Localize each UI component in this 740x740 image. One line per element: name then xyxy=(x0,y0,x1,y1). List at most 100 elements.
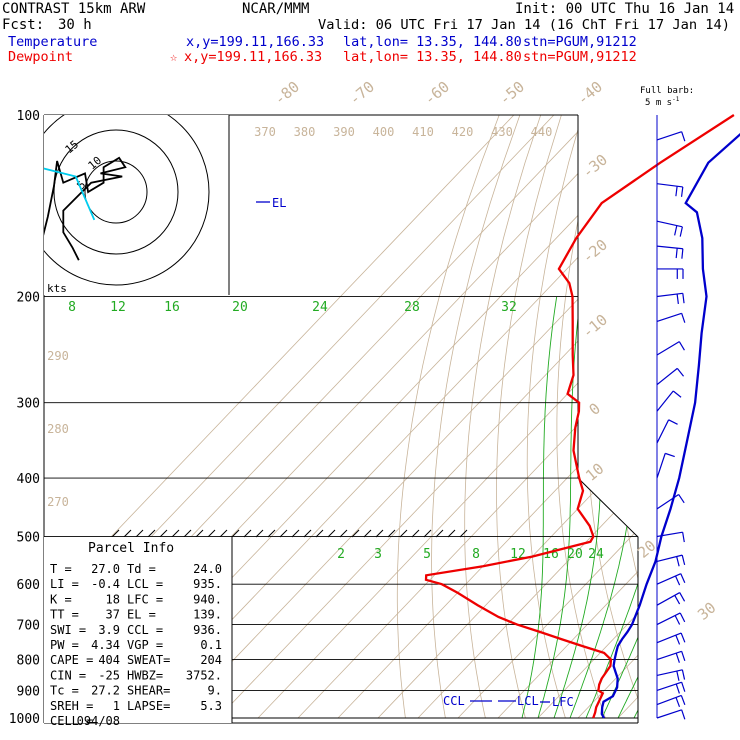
wind-barb-flag xyxy=(675,683,680,694)
pressure-tick-label: 1000 xyxy=(9,712,40,727)
wind-barb-flag xyxy=(680,186,684,197)
wind-barb-shaft xyxy=(656,554,683,563)
parcel-value: 0.1 xyxy=(200,638,222,652)
wind-barb xyxy=(656,573,686,586)
wind-barb xyxy=(656,493,685,510)
hatch-mark xyxy=(267,529,276,538)
wind-barb xyxy=(656,650,686,663)
parcel-label: PW = xyxy=(50,638,79,652)
barb-legend-exponent: -1 xyxy=(672,96,680,103)
parcel-label: EL = xyxy=(127,608,156,622)
wind-barb xyxy=(656,612,686,626)
wind-barb xyxy=(656,694,686,708)
isotherm-line xyxy=(257,115,638,719)
pressure-tick-label: 200 xyxy=(17,291,40,306)
forecast-label: Fcst: xyxy=(2,17,45,33)
isotherm-label: -10 xyxy=(579,311,611,342)
parcel-value: 27.0 xyxy=(91,562,120,576)
wind-barb xyxy=(656,669,686,681)
wind-barb-shaft xyxy=(656,312,682,323)
isotherm-line xyxy=(658,115,740,718)
wind-barb xyxy=(656,312,686,323)
dewpoint-marker-icon: ☆ xyxy=(170,50,178,64)
isotherm-line xyxy=(177,115,638,719)
theta-label: 410 xyxy=(412,125,434,139)
hatch-mark xyxy=(183,529,192,538)
wind-barb xyxy=(656,367,685,386)
wind-barb-flag xyxy=(675,248,678,259)
model-title: CONTRAST 15km ARW xyxy=(2,1,146,17)
parcel-value: 936. xyxy=(193,623,222,637)
moist-adiabat-line xyxy=(633,296,638,719)
wind-barb-flag xyxy=(675,652,680,663)
hodograph-trace-upper xyxy=(44,156,127,261)
wind-barb xyxy=(656,592,686,606)
hatch-mark xyxy=(255,529,264,538)
isotherm-line xyxy=(217,115,638,719)
isotherm-label: 30 xyxy=(694,598,719,623)
lfc-marker-label: LFC xyxy=(552,695,574,709)
parcel-value: 9. xyxy=(208,684,222,698)
wind-barbs xyxy=(656,115,686,720)
dry-adiabat-line xyxy=(464,115,542,719)
parcel-label: TT = xyxy=(50,608,79,622)
parcel-value: 4.34 xyxy=(91,638,120,652)
pressure-tick-label: 700 xyxy=(17,619,40,634)
hatch-mark xyxy=(171,529,180,538)
dry-adiabat-line xyxy=(667,115,740,718)
wind-barb xyxy=(656,531,685,543)
hatch-mark xyxy=(147,529,156,538)
isotherm-label: -20 xyxy=(579,236,611,267)
wind-barb-flag xyxy=(676,556,680,567)
parcel-label: LI = xyxy=(50,577,79,591)
isotherm-label: -40 xyxy=(574,78,606,109)
forecast-hour: 30 h xyxy=(58,17,92,33)
pressure-tick-label: 800 xyxy=(17,654,40,669)
parcel-value: 1 xyxy=(113,699,120,713)
moist-adiabat-line xyxy=(650,297,740,719)
parcel-value: 24.0 xyxy=(193,562,222,576)
dewpoint-legend: Dewpoint xyxy=(8,49,74,65)
isotherm-label: 10 xyxy=(582,459,607,484)
moist-adiabat-lines xyxy=(521,296,740,719)
wind-barb xyxy=(656,131,686,142)
parcel-label: T = xyxy=(50,562,72,576)
wind-barb-flag xyxy=(675,186,678,197)
valid-time: Valid: 06 UTC Fri 17 Jan 14 (16 ChT Fri … xyxy=(318,17,731,33)
isotherm-line xyxy=(457,115,638,719)
parcel-label: LAPSE= xyxy=(127,699,170,713)
pressure-tick-label: 300 xyxy=(17,397,40,412)
hatch-mark xyxy=(159,529,168,538)
parcel-label: K = xyxy=(50,592,72,606)
hatch-mark xyxy=(279,529,288,538)
mixing-ratio-label: 24 xyxy=(588,547,604,562)
theta-label: 390 xyxy=(333,125,355,139)
wind-barb-shaft xyxy=(656,531,683,538)
parcel-label: SWI = xyxy=(50,623,86,637)
isotherm-line xyxy=(497,115,638,719)
hodograph-ring xyxy=(84,160,148,224)
dewpoint-latlon: lat,lon= 13.35, 144.80 xyxy=(343,49,522,65)
pressure-tick-label: 100 xyxy=(17,109,40,124)
parcel-value: 5.3 xyxy=(200,699,222,713)
parcel-label: SWEAT= xyxy=(127,653,170,667)
wind-barb-flag xyxy=(681,131,686,142)
hatch-mark xyxy=(207,529,216,538)
pressure-tick-label: 900 xyxy=(17,684,40,699)
parcel-label: VGP = xyxy=(127,638,163,652)
dewpoint-location: x,y=199.11,166.33 xyxy=(184,49,323,65)
barb-legend-line1: Full barb: xyxy=(640,86,695,96)
wind-barb-flag xyxy=(678,341,685,351)
dewpoint-profile xyxy=(424,114,735,719)
hatch-mark xyxy=(459,529,468,538)
mixing-ratio-label: 16 xyxy=(164,300,180,315)
parcel-label: CIN = xyxy=(50,668,86,682)
dry-adiabat-line xyxy=(396,115,500,719)
parcel-label: LFC = xyxy=(127,592,163,606)
wind-barb-shaft xyxy=(656,650,682,661)
wind-barb xyxy=(656,220,683,237)
wind-barb-flag xyxy=(665,452,675,458)
temperature-location: x,y=199.11,166.33 xyxy=(186,34,325,50)
wind-barb-flag xyxy=(681,669,686,680)
wind-barb-flag xyxy=(678,494,685,504)
